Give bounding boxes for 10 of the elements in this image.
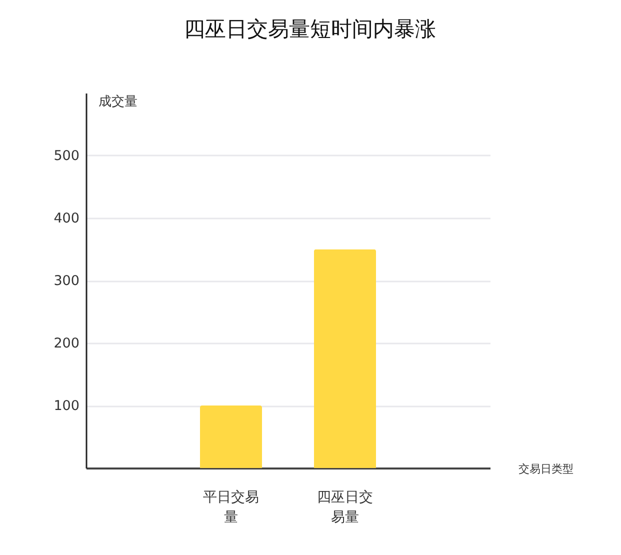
y-tick-label: 400	[54, 210, 80, 226]
y-tick-label: 500	[54, 148, 80, 164]
y-tick-label: 100	[54, 398, 80, 414]
x-tick-label: 平日交易量	[203, 490, 259, 526]
chart-title: 四巫日交易量短时间内暴涨	[184, 17, 436, 41]
y-tick-label: 200	[54, 336, 80, 352]
y-axis-title: 成交量	[98, 94, 138, 110]
y-tick-label: 300	[54, 273, 80, 289]
x-axis-title: 交易日类型	[518, 462, 574, 476]
x-tick-label: 四巫日交易量	[317, 490, 373, 526]
